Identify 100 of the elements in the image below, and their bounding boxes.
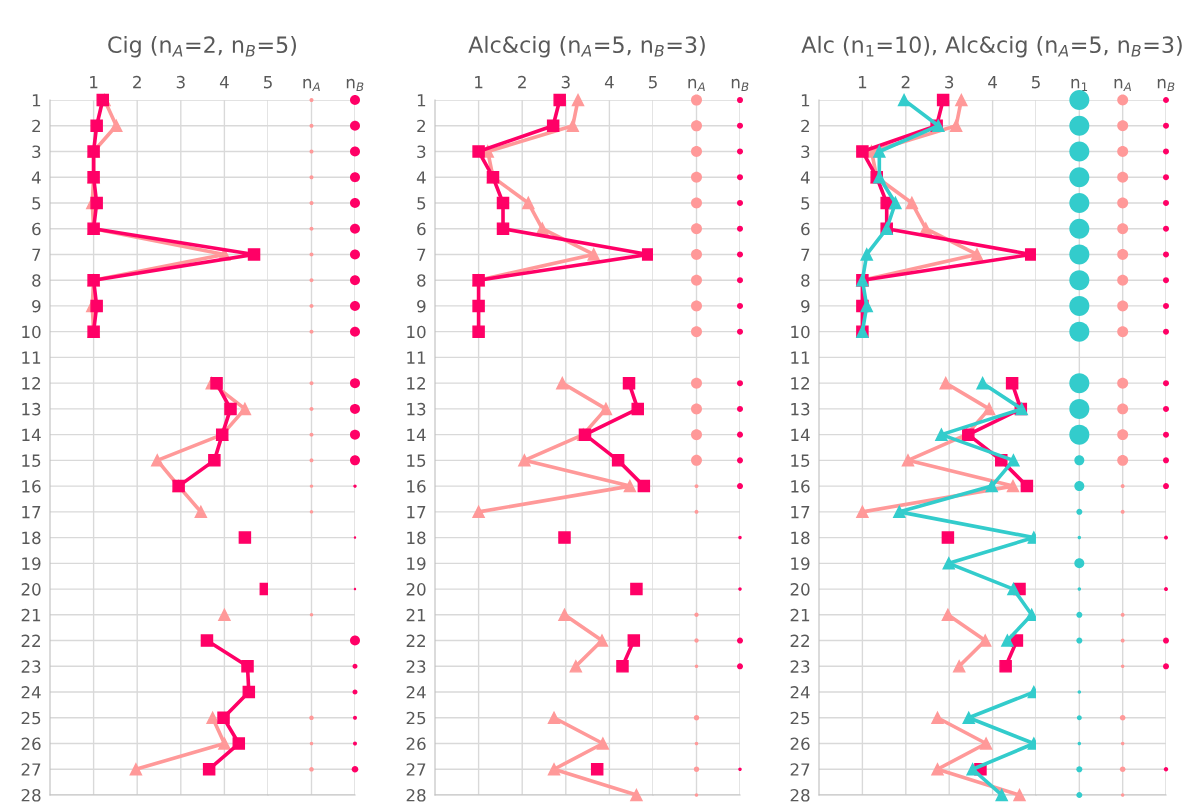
y-tick-label: 6 [32, 222, 41, 236]
y-tick-label: 1 [801, 94, 810, 107]
y-tick-label: 22 [21, 634, 40, 647]
y-tick-label: 8 [417, 274, 426, 287]
y-tick-label: 16 [22, 480, 41, 493]
x-tick-label: 5 [648, 76, 657, 89]
y-tick-label: 8 [801, 274, 810, 287]
x-tick-label: n$_{A}$ [303, 78, 320, 91]
y-tick-label: 5 [801, 197, 810, 210]
y-tick-label: 24 [790, 686, 810, 699]
y-tick-label: 9 [801, 299, 810, 313]
y-tick-label: 20 [21, 583, 41, 596]
chart-title: Alc&cig (n$_{A}$=5, n$_{B}$=3) [468, 35, 705, 58]
x-tick-label: 4 [988, 76, 997, 89]
y-tick-label: 15 [791, 454, 810, 467]
y-tick-label: 23 [21, 660, 41, 673]
y-tick-label: 17 [791, 506, 810, 519]
y-tick-label: 17 [22, 506, 41, 519]
y-tick-label: 11 [407, 351, 426, 364]
y-tick-label: 7 [32, 248, 41, 261]
y-tick-label: 23 [790, 660, 810, 673]
y-tick-label: 9 [417, 299, 426, 313]
y-tick-label: 19 [407, 557, 426, 570]
x-tick-label: 2 [901, 75, 910, 89]
x-tick-label: n$_{A}$ [1114, 78, 1131, 91]
y-tick-label: 15 [407, 454, 426, 467]
y-tick-label: 7 [417, 248, 426, 261]
x-tick-label: 2 [518, 75, 526, 89]
y-tick-label: 21 [790, 608, 810, 622]
y-tick-label: 2 [801, 119, 809, 133]
x-tick-label: 3 [176, 75, 185, 89]
y-tick-label: 21 [21, 608, 41, 622]
y-tick-label: 16 [407, 480, 426, 493]
y-tick-label: 27 [21, 763, 41, 776]
y-tick-label: 19 [791, 557, 810, 570]
y-tick-label: 12 [22, 377, 40, 390]
y-tick-label: 24 [406, 686, 426, 699]
y-tick-label: 11 [22, 351, 41, 364]
y-tick-label: 6 [417, 222, 426, 236]
y-tick-label: 26 [406, 737, 426, 751]
y-tick-label: 25 [21, 711, 41, 725]
y-tick-label: 10 [791, 325, 810, 339]
x-tick-label: 4 [604, 76, 614, 89]
x-tick-label: 5 [1031, 76, 1040, 89]
y-tick-label: 13 [791, 402, 810, 416]
y-tick-label: 13 [407, 402, 426, 416]
y-tick-label: 9 [32, 299, 41, 313]
y-tick-label: 2 [32, 119, 40, 133]
y-tick-label: 10 [22, 325, 41, 339]
x-tick-label: 1 [475, 76, 483, 89]
y-tick-label: 23 [406, 660, 426, 673]
y-tick-label: 3 [417, 145, 426, 159]
y-tick-label: 1 [32, 94, 41, 107]
y-tick-label: 18 [407, 531, 426, 545]
y-tick-label: 17 [407, 506, 426, 519]
x-tick-label: n$_{A}$ [688, 78, 705, 91]
y-tick-label: 13 [22, 402, 41, 416]
y-tick-label: 14 [407, 428, 426, 441]
x-tick-label: 1 [90, 76, 98, 89]
x-tick-label: 3 [945, 75, 954, 89]
y-tick-label: 14 [22, 428, 41, 441]
y-tick-label: 27 [406, 763, 426, 776]
y-tick-label: 16 [791, 480, 810, 493]
y-tick-label: 14 [791, 428, 810, 441]
y-tick-label: 15 [22, 454, 41, 467]
y-tick-label: 26 [21, 737, 41, 751]
y-tick-label: 6 [801, 222, 810, 236]
y-tick-label: 28 [21, 788, 41, 802]
y-tick-label: 11 [791, 351, 810, 364]
y-tick-label: 12 [407, 377, 425, 390]
y-tick-label: 8 [32, 274, 41, 287]
y-tick-label: 25 [790, 711, 810, 725]
x-tick-label: n$_{B}$ [731, 78, 749, 91]
y-tick-label: 20 [406, 583, 426, 596]
y-tick-label: 21 [406, 608, 426, 622]
y-tick-label: 3 [32, 145, 41, 159]
y-tick-label: 5 [32, 197, 41, 210]
y-tick-label: 19 [22, 557, 41, 570]
y-tick-label: 18 [791, 531, 810, 545]
x-tick-label: n$_{1}$ [1071, 78, 1088, 91]
y-tick-label: 22 [406, 634, 425, 647]
chart-title: Alc (n$_{1}$=10), Alc&cig (n$_{A}$=5, n$_{B}$=3) [801, 35, 1182, 58]
x-tick-label: n$_{B}$ [346, 78, 364, 91]
y-tick-label: 7 [801, 248, 810, 261]
x-tick-label: 2 [133, 75, 141, 89]
y-tick-label: 28 [406, 788, 426, 802]
x-tick-label: 5 [263, 76, 272, 89]
y-tick-label: 10 [407, 325, 426, 339]
y-tick-label: 1 [417, 94, 426, 107]
y-tick-label: 4 [800, 171, 810, 184]
y-tick-label: 18 [22, 531, 41, 545]
y-tick-label: 27 [790, 763, 810, 776]
y-tick-label: 2 [417, 119, 425, 133]
x-tick-label: 1 [858, 76, 867, 89]
y-tick-label: 28 [790, 788, 810, 802]
x-tick-label: 3 [561, 75, 570, 89]
y-tick-label: 12 [791, 377, 809, 390]
y-tick-label: 4 [31, 171, 41, 184]
y-tick-label: 20 [790, 583, 810, 596]
y-tick-label: 26 [790, 737, 810, 751]
